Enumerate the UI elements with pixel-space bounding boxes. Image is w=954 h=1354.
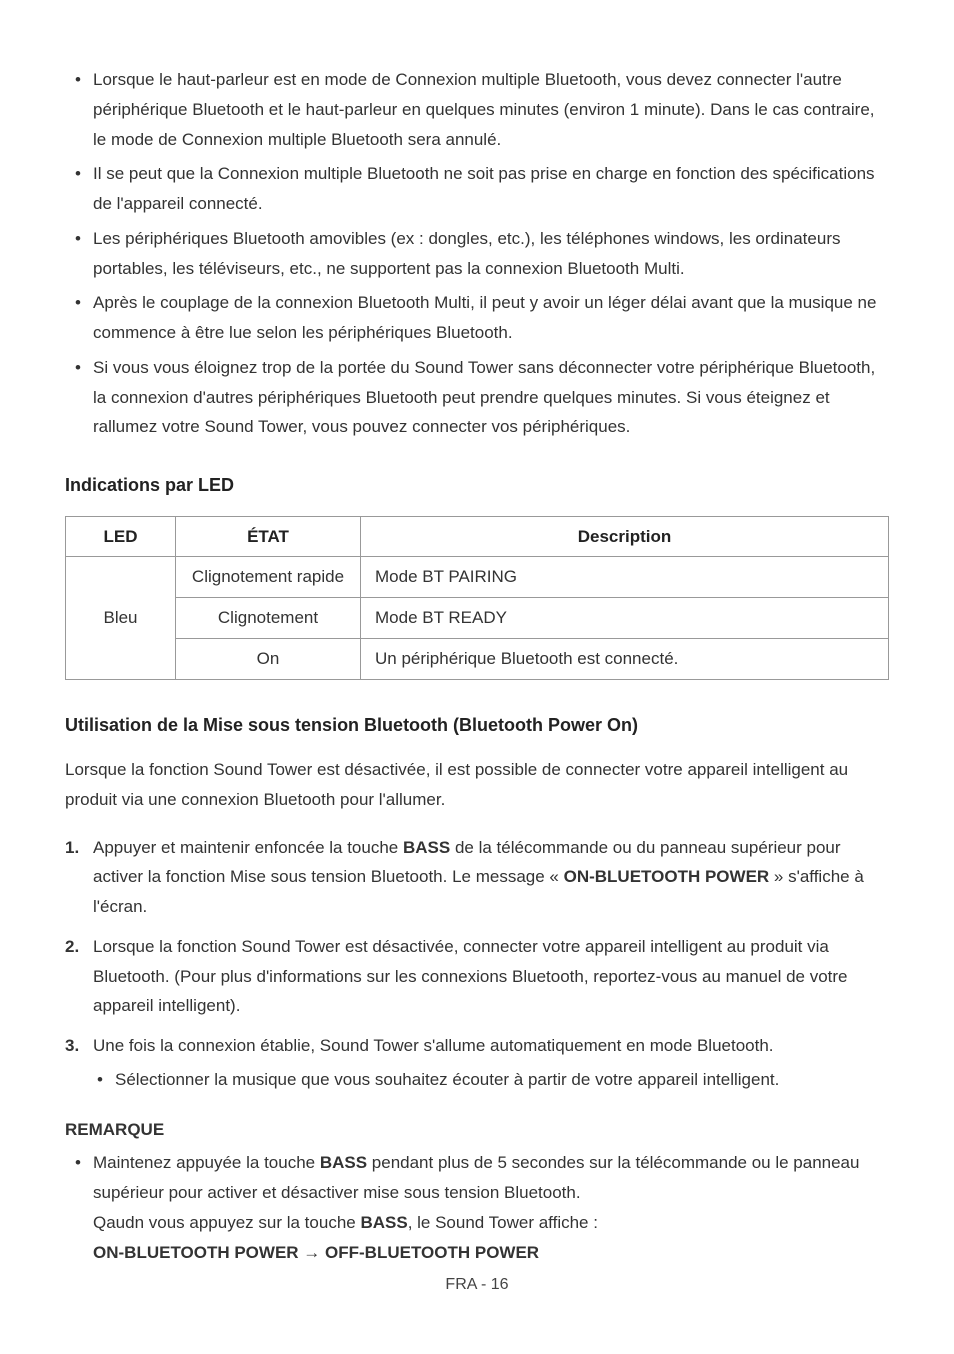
sub-bullet-list: Sélectionner la musique que vous souhait… xyxy=(93,1065,889,1095)
led-heading: Indications par LED xyxy=(65,470,889,502)
power-intro: Lorsque la fonction Sound Tower est désa… xyxy=(65,755,889,815)
step-text: Appuyer et maintenir enfoncée la touche xyxy=(93,838,403,857)
list-item: Les périphériques Bluetooth amovibles (e… xyxy=(93,224,889,284)
page-footer: FRA - 16 xyxy=(0,1271,954,1299)
step-item: 1. Appuyer et maintenir enfoncée la touc… xyxy=(93,833,889,922)
table-row: On Un périphérique Bluetooth est connect… xyxy=(66,638,889,679)
cell-etat: On xyxy=(176,638,361,679)
step-item: 3. Une fois la connexion établie, Sound … xyxy=(93,1031,889,1095)
bold-text: BASS xyxy=(360,1213,407,1232)
remarque-text: Maintenez appuyée la touche xyxy=(93,1153,320,1172)
step-number: 2. xyxy=(65,932,79,962)
th-led: LED xyxy=(66,516,176,557)
cell-desc: Mode BT READY xyxy=(361,598,889,639)
remarque-label: REMARQUE xyxy=(65,1115,889,1145)
remarque-text: Qaudn vous appuyez sur la touche xyxy=(93,1213,360,1232)
remarque-list: Maintenez appuyée la touche BASS pendant… xyxy=(65,1148,889,1267)
step-text: Une fois la connexion établie, Sound Tow… xyxy=(93,1036,774,1055)
list-item: Sélectionner la musique que vous souhait… xyxy=(115,1065,889,1095)
bold-text: BASS xyxy=(320,1153,367,1172)
step-item: 2. Lorsque la fonction Sound Tower est d… xyxy=(93,932,889,1021)
bold-text: ON-BLUETOOTH POWER xyxy=(564,867,770,886)
table-header-row: LED ÉTAT Description xyxy=(66,516,889,557)
top-bullet-list: Lorsque le haut-parleur est en mode de C… xyxy=(65,65,889,442)
cell-etat: Clignotement xyxy=(176,598,361,639)
power-heading: Utilisation de la Mise sous tension Blue… xyxy=(65,710,889,742)
step-number: 1. xyxy=(65,833,79,863)
list-item: Lorsque le haut-parleur est en mode de C… xyxy=(93,65,889,154)
list-item: Après le couplage de la connexion Blueto… xyxy=(93,288,889,348)
step-number: 3. xyxy=(65,1031,79,1061)
remarque-text: , le Sound Tower affiche : xyxy=(408,1213,598,1232)
list-item: Il se peut que la Connexion multiple Blu… xyxy=(93,159,889,219)
step-text: Lorsque la fonction Sound Tower est désa… xyxy=(93,937,848,1016)
table-row: Bleu Clignotement rapide Mode BT PAIRING xyxy=(66,557,889,598)
cell-desc: Mode BT PAIRING xyxy=(361,557,889,598)
cell-desc: Un périphérique Bluetooth est connecté. xyxy=(361,638,889,679)
steps-list: 1. Appuyer et maintenir enfoncée la touc… xyxy=(65,833,889,1095)
th-etat: ÉTAT xyxy=(176,516,361,557)
cell-etat: Clignotement rapide xyxy=(176,557,361,598)
th-desc: Description xyxy=(361,516,889,557)
bold-text: BASS xyxy=(403,838,450,857)
bold-text: ON-BLUETOOTH POWER → OFF-BLUETOOTH POWER xyxy=(93,1243,539,1262)
table-row: Clignotement Mode BT READY xyxy=(66,598,889,639)
led-table: LED ÉTAT Description Bleu Clignotement r… xyxy=(65,516,889,680)
list-item: Maintenez appuyée la touche BASS pendant… xyxy=(93,1148,889,1267)
list-item: Si vous vous éloignez trop de la portée … xyxy=(93,353,889,442)
cell-led: Bleu xyxy=(66,557,176,679)
